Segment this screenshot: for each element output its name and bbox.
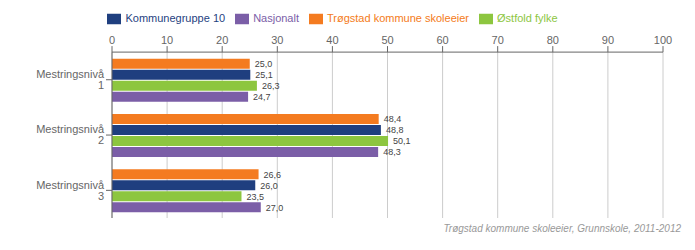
svg-text:80: 80: [547, 34, 559, 46]
svg-text:Mestringsnivå2: Mestringsnivå2: [36, 123, 105, 146]
svg-text:26,3: 26,3: [262, 81, 280, 91]
svg-text:23,5: 23,5: [246, 192, 264, 202]
svg-text:0: 0: [109, 34, 115, 46]
svg-text:30: 30: [271, 34, 283, 46]
svg-text:Mestringsnivå3: Mestringsnivå3: [36, 179, 105, 202]
svg-text:100: 100: [654, 34, 672, 46]
svg-text:Mestringsnivå1: Mestringsnivå1: [36, 68, 105, 91]
svg-text:50,1: 50,1: [393, 136, 411, 146]
svg-text:26,6: 26,6: [264, 170, 282, 180]
svg-text:60: 60: [436, 34, 448, 46]
html-text:Nasjonalt: Nasjonalt: [253, 12, 299, 24]
svg-text:50: 50: [381, 34, 393, 46]
svg-text:70: 70: [492, 34, 504, 46]
svg-text:48,8: 48,8: [386, 125, 404, 135]
svg-text:24,7: 24,7: [253, 92, 271, 102]
svg-text:25,0: 25,0: [255, 59, 273, 69]
html-text:Trøgstad kommune skoleeier: Trøgstad kommune skoleeier: [327, 12, 469, 24]
svg-text:48,3: 48,3: [383, 147, 401, 157]
svg-text:20: 20: [216, 34, 228, 46]
svg-text:10: 10: [161, 34, 173, 46]
html-text:Kommunegruppe 10: Kommunegruppe 10: [125, 12, 226, 24]
svg-text:27,0: 27,0: [266, 203, 284, 213]
html-text:Trøgstad kommune skoleeier, Gr: Trøgstad kommune skoleeier, Grunnskole, …: [443, 223, 681, 234]
svg-text:90: 90: [602, 34, 614, 46]
html-text:Østfold fylke: Østfold fylke: [497, 12, 558, 24]
svg-text:48,4: 48,4: [384, 114, 402, 124]
svg-text:25,1: 25,1: [255, 70, 273, 80]
svg-text:40: 40: [326, 34, 338, 46]
svg-text:26,0: 26,0: [260, 181, 278, 191]
